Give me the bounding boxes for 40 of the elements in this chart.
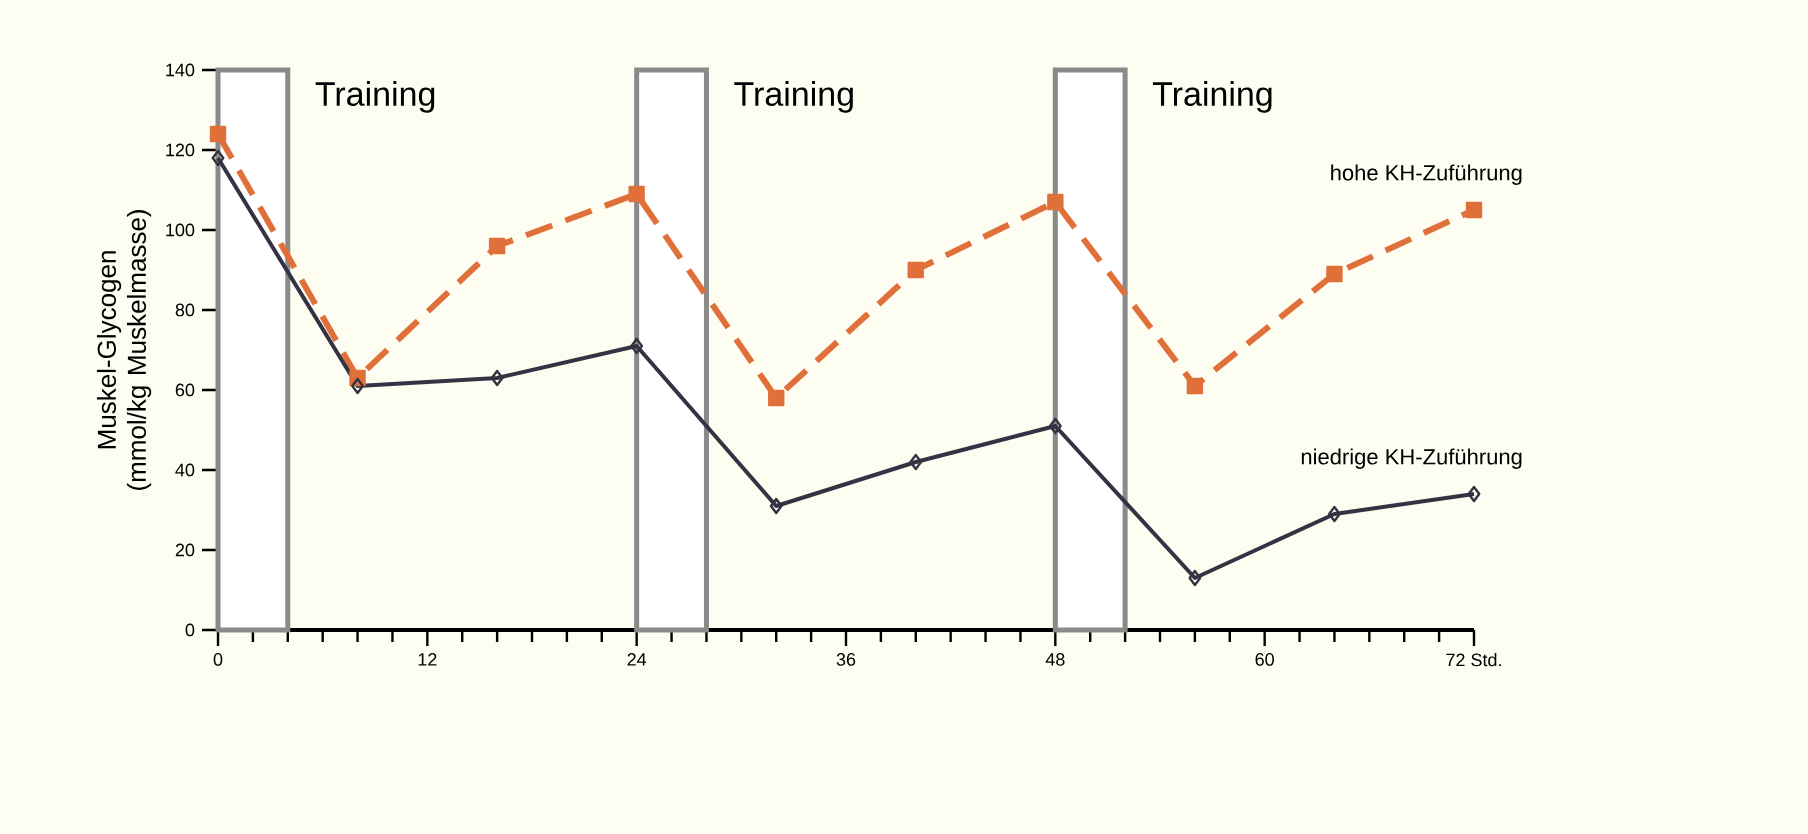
- y-tick-label: 80: [175, 303, 195, 317]
- y-tick-label: 60: [175, 383, 195, 397]
- x-tick-label: 48: [1045, 653, 1065, 666]
- x-tick-label: 60: [1255, 653, 1274, 666]
- y-tick-label: 40: [175, 463, 195, 477]
- band-label: Training: [315, 81, 435, 113]
- point: [769, 497, 783, 515]
- y-tick-label: 140: [166, 63, 195, 77]
- point: [488, 237, 506, 255]
- y-axis-title: Muskel-Glycogen (mmol/kg Muskelmasse): [96, 210, 152, 490]
- point: [1326, 265, 1343, 283]
- point: [1327, 505, 1341, 523]
- band-label: Training: [1152, 81, 1272, 113]
- x-tick-label: 36: [836, 653, 856, 666]
- x-tick-label: 72 Std.: [1446, 653, 1501, 667]
- point: [907, 261, 924, 279]
- series-label: niedrige KH-Zuführung: [1301, 448, 1522, 469]
- point: [351, 377, 365, 395]
- point: [1465, 201, 1483, 219]
- point: [1467, 485, 1481, 503]
- point: [768, 389, 785, 407]
- y-tick-label: 100: [166, 223, 195, 237]
- y-tick-label: 20: [175, 543, 195, 557]
- point: [1048, 417, 1062, 435]
- point: [1047, 193, 1064, 211]
- point: [628, 185, 645, 203]
- y-tick-label: 0: [185, 623, 195, 637]
- band-label: Training: [734, 81, 853, 113]
- text: hohe KH-Zuführung: [1331, 164, 1522, 185]
- point: [630, 337, 644, 355]
- point: [209, 125, 227, 143]
- y-tick-label: 120: [166, 143, 195, 157]
- point: [1186, 377, 1204, 395]
- point: [1188, 569, 1202, 587]
- point: [490, 369, 504, 387]
- x-tick-label: 12: [418, 653, 437, 666]
- point: [211, 149, 225, 167]
- x-tick-label: 0: [213, 653, 223, 666]
- point: [909, 453, 923, 471]
- x-tick-label: 24: [627, 653, 647, 666]
